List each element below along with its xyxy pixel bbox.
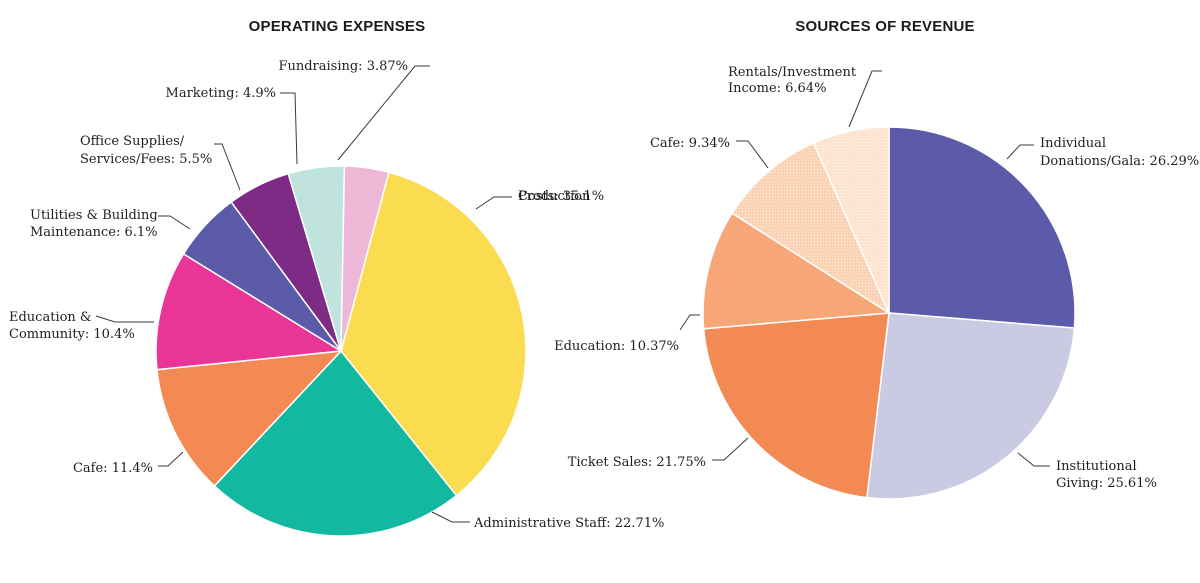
revenue-label-education-line1: Education: 10.37% (554, 339, 679, 354)
expenses-leader-office-supplies-services-fees (214, 143, 241, 191)
revenue-label-individual-donations-gala-line1: Individual (1040, 136, 1106, 151)
expenses-label-fundraising-line1: Fundraising: 3.87% (278, 59, 408, 74)
expenses-label-office-supplies-services-fees-line1: Office Supplies/ (80, 134, 185, 149)
revenue-slice-ticket-sales (702, 312, 890, 499)
expenses-label-production-costs-line1: Production (518, 189, 591, 204)
revenue-label-ticket-sales-line1: Ticket Sales: 21.75% (568, 455, 706, 470)
expenses-label-administrative-staff-line1: Administrative Staff: 22.71% (473, 516, 664, 531)
revenue-leader-education (679, 314, 700, 331)
expenses-label-utilities-building-maintenance-line2: Maintenance: 6.1% (30, 225, 158, 240)
expenses-slice-education-community (155, 252, 344, 371)
revenue-leader-institutional-giving (1017, 452, 1050, 467)
expenses-leader-fundraising (337, 65, 430, 161)
revenue-leader-ticket-sales (712, 437, 749, 461)
revenue-leader-rentals-investment-income (848, 70, 882, 128)
expenses-leader-administrative-staff (431, 511, 470, 523)
revenue-leader-cafe (736, 140, 769, 169)
expenses-slice-cafe (156, 350, 343, 488)
expenses-leader-education-community (95, 315, 154, 323)
expenses-label-utilities-building-maintenance-line1: Utilities & Building (30, 208, 158, 223)
revenue-label-rentals-investment-income-line2: Income: 6.64% (728, 81, 826, 96)
expenses-slice-fundraising (340, 165, 390, 352)
revenue-slice-cafe-texture (732, 142, 889, 313)
expenses-label-education-community-line2: Community: 10.4% (9, 327, 135, 342)
expenses-leader-cafe (158, 451, 184, 467)
expenses-label-production-costs-line2: Costs: 35.1% (518, 189, 604, 204)
expenses-slice-production-costs (340, 171, 527, 497)
revenue-label-rentals-investment-income-line1: Rentals/Investment (728, 65, 857, 80)
expenses-label-marketing-line1: Marketing: 4.9% (166, 86, 276, 101)
revenue-leader-individual-donations-gala (1006, 144, 1034, 160)
expenses-label-education-community-line1: Education & (9, 310, 92, 325)
expenses-chart-title: OPERATING EXPENSES (248, 18, 426, 35)
expenses-leader-marketing (280, 92, 298, 165)
revenue-slice-individual-donations-gala (888, 126, 1076, 329)
revenue-slice-education (702, 212, 892, 330)
revenue-label-institutional-giving-line1: Institutional (1056, 459, 1137, 474)
expenses-leader-utilities-building-maintenance (158, 215, 191, 230)
revenue-label-individual-donations-gala-line2: Donations/Gala: 26.29% (1040, 154, 1199, 169)
expenses-leader-production-costs (475, 196, 512, 210)
revenue-label-institutional-giving-line2: Giving: 25.61% (1056, 476, 1157, 491)
revenue-slice-institutional-giving (866, 312, 1076, 500)
expenses-label-office-supplies-services-fees-line2: Services/Fees: 5.5% (80, 152, 212, 167)
revenue-slice-rentals-investment-income-texture (813, 126, 889, 313)
revenue-chart-title: SOURCES OF REVENUE (795, 18, 975, 35)
revenue-pie: Individual Donations/Gala: 26.29% Institut… (554, 65, 1199, 500)
revenue-label-cafe-line1: Cafe: 9.34% (650, 136, 730, 151)
expenses-label-cafe-line1: Cafe: 11.4% (73, 461, 153, 476)
